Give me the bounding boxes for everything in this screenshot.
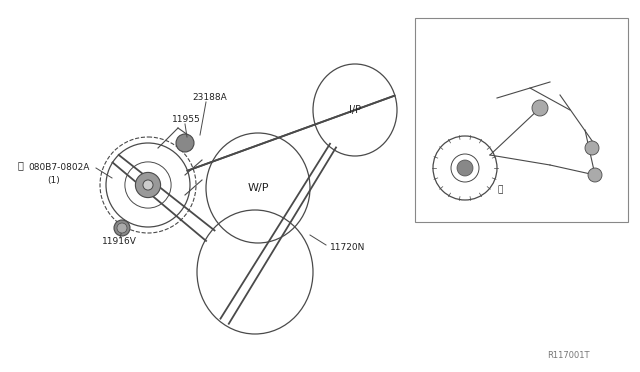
Text: IDLER PULLEY: IDLER PULLEY xyxy=(422,29,488,38)
Text: R117001T: R117001T xyxy=(547,350,590,359)
Text: W/P: W/P xyxy=(247,183,269,193)
Text: Ⓑ: Ⓑ xyxy=(17,160,23,170)
Text: 11916V: 11916V xyxy=(102,237,137,247)
Circle shape xyxy=(176,134,194,152)
Text: 081B7-0601A: 081B7-0601A xyxy=(510,186,567,195)
Text: 11925T: 11925T xyxy=(430,131,461,140)
Circle shape xyxy=(588,168,602,182)
Circle shape xyxy=(457,160,473,176)
Circle shape xyxy=(532,100,548,116)
Circle shape xyxy=(117,223,127,233)
Text: 11926P: 11926P xyxy=(496,58,527,67)
Bar xyxy=(415,18,628,222)
Text: (1): (1) xyxy=(47,176,60,185)
Text: (3): (3) xyxy=(530,198,542,206)
Text: 23188A: 23188A xyxy=(192,93,227,103)
Text: 11720N: 11720N xyxy=(330,244,365,253)
Circle shape xyxy=(585,141,599,155)
Circle shape xyxy=(136,172,161,198)
Text: 11955: 11955 xyxy=(172,115,201,125)
Circle shape xyxy=(114,220,130,236)
Text: 080B7-0802A: 080B7-0802A xyxy=(28,164,90,173)
Text: I/P: I/P xyxy=(349,105,361,115)
Text: Ⓑ: Ⓑ xyxy=(497,186,502,195)
Circle shape xyxy=(143,180,153,190)
